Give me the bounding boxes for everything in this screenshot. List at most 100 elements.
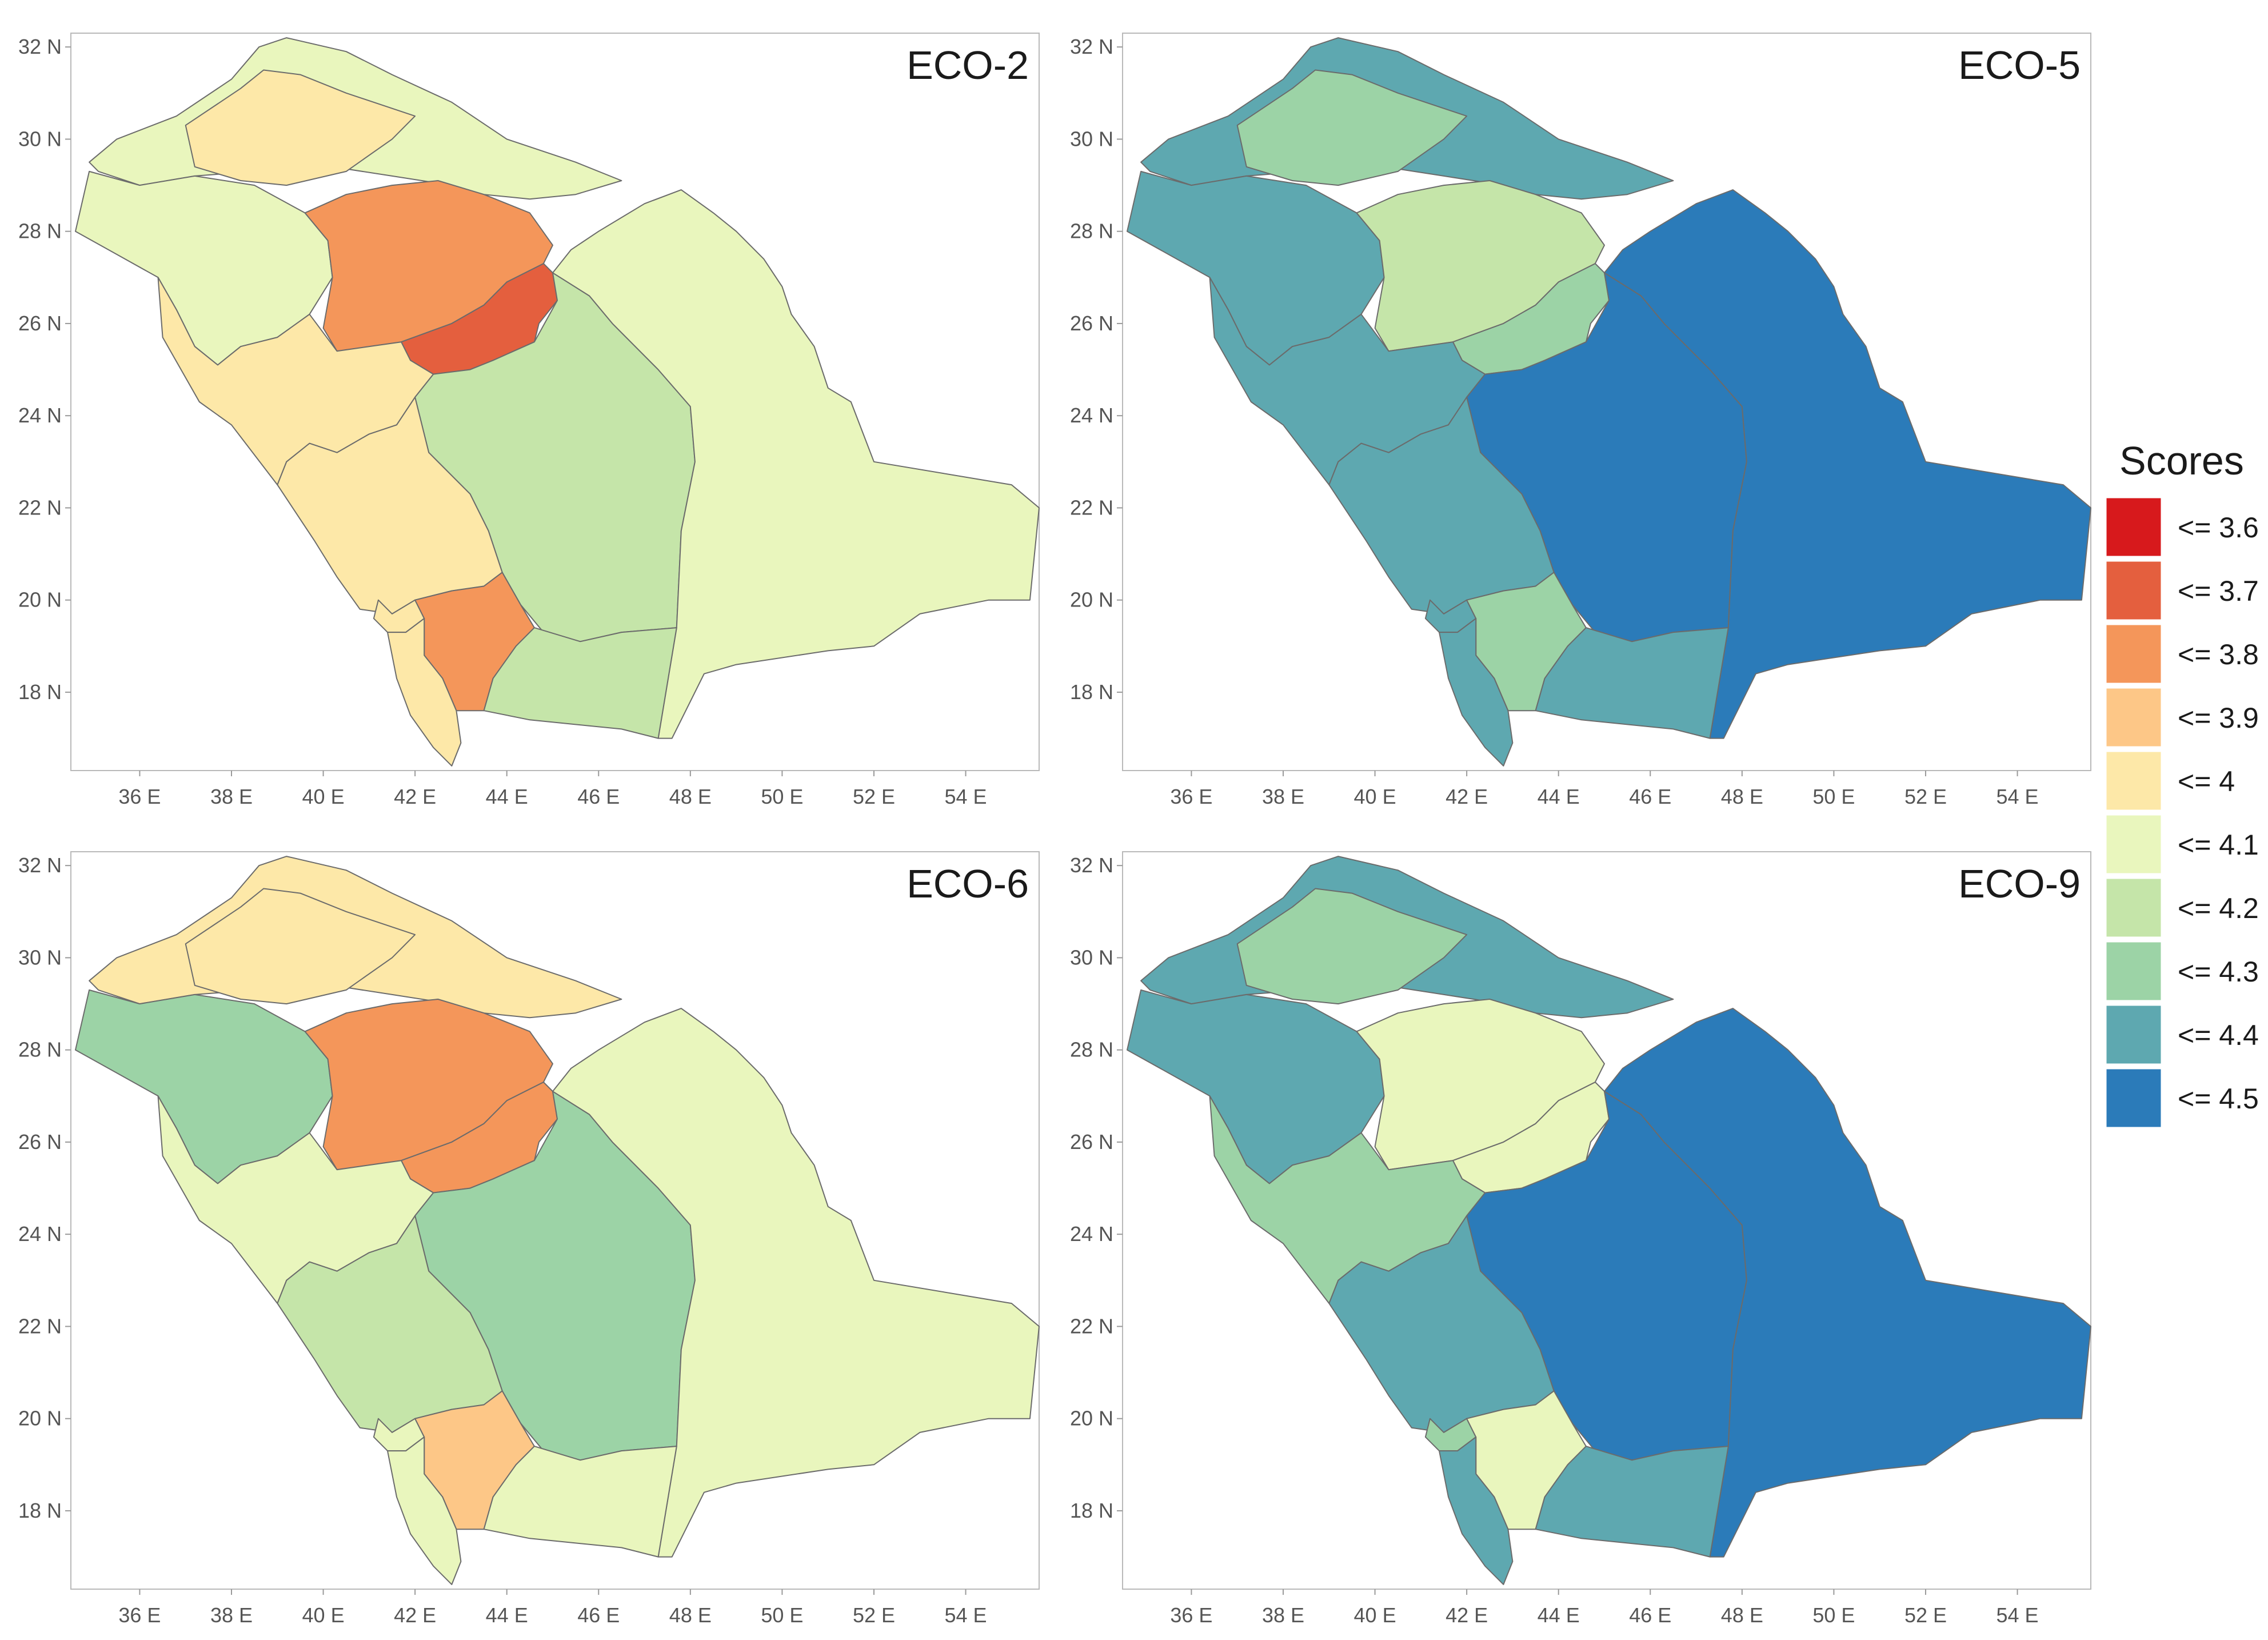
lat-tick-label: 30 N	[18, 945, 62, 969]
lon-tick-label: 48 E	[1721, 1603, 1763, 1627]
lon-tick-label: 46 E	[1629, 1603, 1671, 1627]
region-najran	[1535, 627, 1729, 739]
lon-tick-label: 40 E	[1354, 1603, 1396, 1627]
lon-tick-label: 38 E	[210, 1603, 253, 1627]
lat-tick-label: 32 N	[18, 35, 62, 58]
legend-label: <= 3.7	[2178, 575, 2259, 607]
lat-tick-label: 24 N	[18, 404, 62, 427]
lon-tick-label: 46 E	[577, 785, 620, 808]
lon-tick-label: 38 E	[210, 785, 253, 808]
lon-tick-label: 44 E	[1538, 785, 1580, 808]
region-makkah	[1328, 396, 1555, 614]
lon-tick-label: 36 E	[118, 1603, 161, 1627]
legend: Scores <= 3.6 <= 3.7 <= 3.8 <= 3.9 <= 4 <= 4.1…	[2105, 438, 2259, 1129]
region-jazan	[1439, 1436, 1514, 1585]
legend-label: <= 3.9	[2178, 702, 2259, 734]
legend-swatch	[2105, 940, 2163, 1002]
lon-tick-label: 40 E	[302, 1603, 345, 1627]
region-jazan	[387, 1436, 462, 1585]
lat-tick-label: 22 N	[1070, 1314, 1113, 1338]
lon-tick-label: 44 E	[486, 1603, 528, 1627]
legend-swatch	[2105, 1004, 2163, 1066]
region-jazan	[387, 617, 462, 767]
lon-tick-label: 54 E	[945, 1603, 987, 1627]
lon-tick-label: 36 E	[118, 785, 161, 808]
legend-swatch	[2105, 560, 2163, 621]
region-eastern-province	[1604, 1008, 2091, 1558]
lat-tick-label: 24 N	[1070, 404, 1113, 427]
map-panel-1: 32 N 30 N 28 N 26 N 24 N 22 N 20 N 18 N 36 E 38 E…	[18, 33, 1040, 808]
lat-tick-label: 24 N	[1070, 1222, 1113, 1246]
map-panel-3: 32 N 30 N 28 N 26 N 24 N 22 N 20 N 18 N 36 E 38 E…	[18, 851, 1040, 1627]
region-makkah	[277, 1215, 503, 1433]
lat-tick-label: 22 N	[1070, 496, 1113, 519]
panel-title: ECO-5	[1958, 43, 2081, 87]
lat-tick-label: 28 N	[18, 220, 62, 243]
legend-title: Scores	[2119, 438, 2244, 483]
lon-tick-label: 42 E	[1446, 1603, 1488, 1627]
lat-tick-label: 22 N	[18, 1314, 62, 1338]
lon-tick-label: 52 E	[1904, 1603, 1947, 1627]
region-najran	[1535, 1446, 1729, 1558]
region-najran	[483, 1446, 677, 1558]
region-al-jawf	[185, 888, 416, 1005]
panel-title: ECO-6	[907, 861, 1029, 906]
lat-tick-label: 28 N	[1070, 1038, 1113, 1062]
lon-tick-label: 52 E	[1904, 785, 1947, 808]
lon-tick-label: 48 E	[669, 785, 712, 808]
legend-swatch	[2105, 687, 2163, 748]
legend-label: <= 4.2	[2178, 892, 2259, 924]
legend-swatch	[2105, 813, 2163, 875]
lon-tick-label: 54 E	[1997, 1603, 2039, 1627]
lat-tick-label: 28 N	[1070, 220, 1113, 243]
panel-title: ECO-9	[1958, 861, 2081, 906]
lat-tick-label: 26 N	[1070, 1130, 1113, 1154]
lon-tick-label: 38 E	[1262, 1603, 1304, 1627]
panel-title: ECO-2	[907, 43, 1029, 87]
region-jazan	[1439, 617, 1514, 767]
region-al-jawf	[185, 69, 416, 186]
lat-tick-label: 18 N	[18, 1499, 62, 1522]
lat-tick-label: 18 N	[18, 680, 62, 704]
lat-tick-label: 24 N	[18, 1222, 62, 1246]
lat-tick-label: 26 N	[18, 1130, 62, 1154]
lat-tick-label: 30 N	[1070, 945, 1113, 969]
legend-label: <= 4	[2178, 765, 2235, 797]
region-eastern-province	[552, 1008, 1040, 1558]
lon-tick-label: 36 E	[1170, 785, 1212, 808]
lat-tick-label: 26 N	[18, 312, 62, 335]
lat-tick-label: 30 N	[18, 127, 62, 150]
lat-tick-label: 20 N	[1070, 1407, 1113, 1430]
legend-label: <= 4.5	[2178, 1083, 2259, 1115]
legend-swatch	[2105, 750, 2163, 812]
map-panel-4: 32 N 30 N 28 N 26 N 24 N 22 N 20 N 18 N 36 E 38 E…	[1070, 851, 2091, 1627]
legend-label: <= 3.6	[2178, 512, 2259, 544]
lon-tick-label: 44 E	[486, 785, 528, 808]
lat-tick-label: 20 N	[18, 1407, 62, 1430]
legend-label: <= 4.1	[2178, 829, 2259, 861]
lat-tick-label: 30 N	[1070, 127, 1113, 150]
lon-tick-label: 48 E	[669, 1603, 712, 1627]
lon-tick-label: 48 E	[1721, 785, 1763, 808]
lon-tick-label: 42 E	[394, 1603, 436, 1627]
lat-tick-label: 32 N	[18, 853, 62, 877]
lat-tick-label: 20 N	[1070, 588, 1113, 612]
lat-tick-label: 18 N	[1070, 680, 1113, 704]
region-al-jawf	[1236, 888, 1468, 1005]
legend-swatch	[2105, 1067, 2163, 1129]
legend-label: <= 3.8	[2178, 639, 2259, 671]
region-eastern-province	[552, 189, 1040, 739]
lat-tick-label: 18 N	[1070, 1499, 1113, 1522]
lat-tick-label: 32 N	[1070, 853, 1113, 877]
lon-tick-label: 52 E	[853, 785, 895, 808]
lon-tick-label: 40 E	[1354, 785, 1396, 808]
legend-label: <= 4.3	[2178, 956, 2259, 988]
region-makkah	[277, 396, 503, 614]
lat-tick-label: 22 N	[18, 496, 62, 519]
region-eastern-province	[1604, 189, 2091, 739]
lon-tick-label: 44 E	[1538, 1603, 1580, 1627]
region-al-jawf	[1236, 69, 1468, 186]
lon-tick-label: 38 E	[1262, 785, 1304, 808]
lon-tick-label: 46 E	[577, 1603, 620, 1627]
